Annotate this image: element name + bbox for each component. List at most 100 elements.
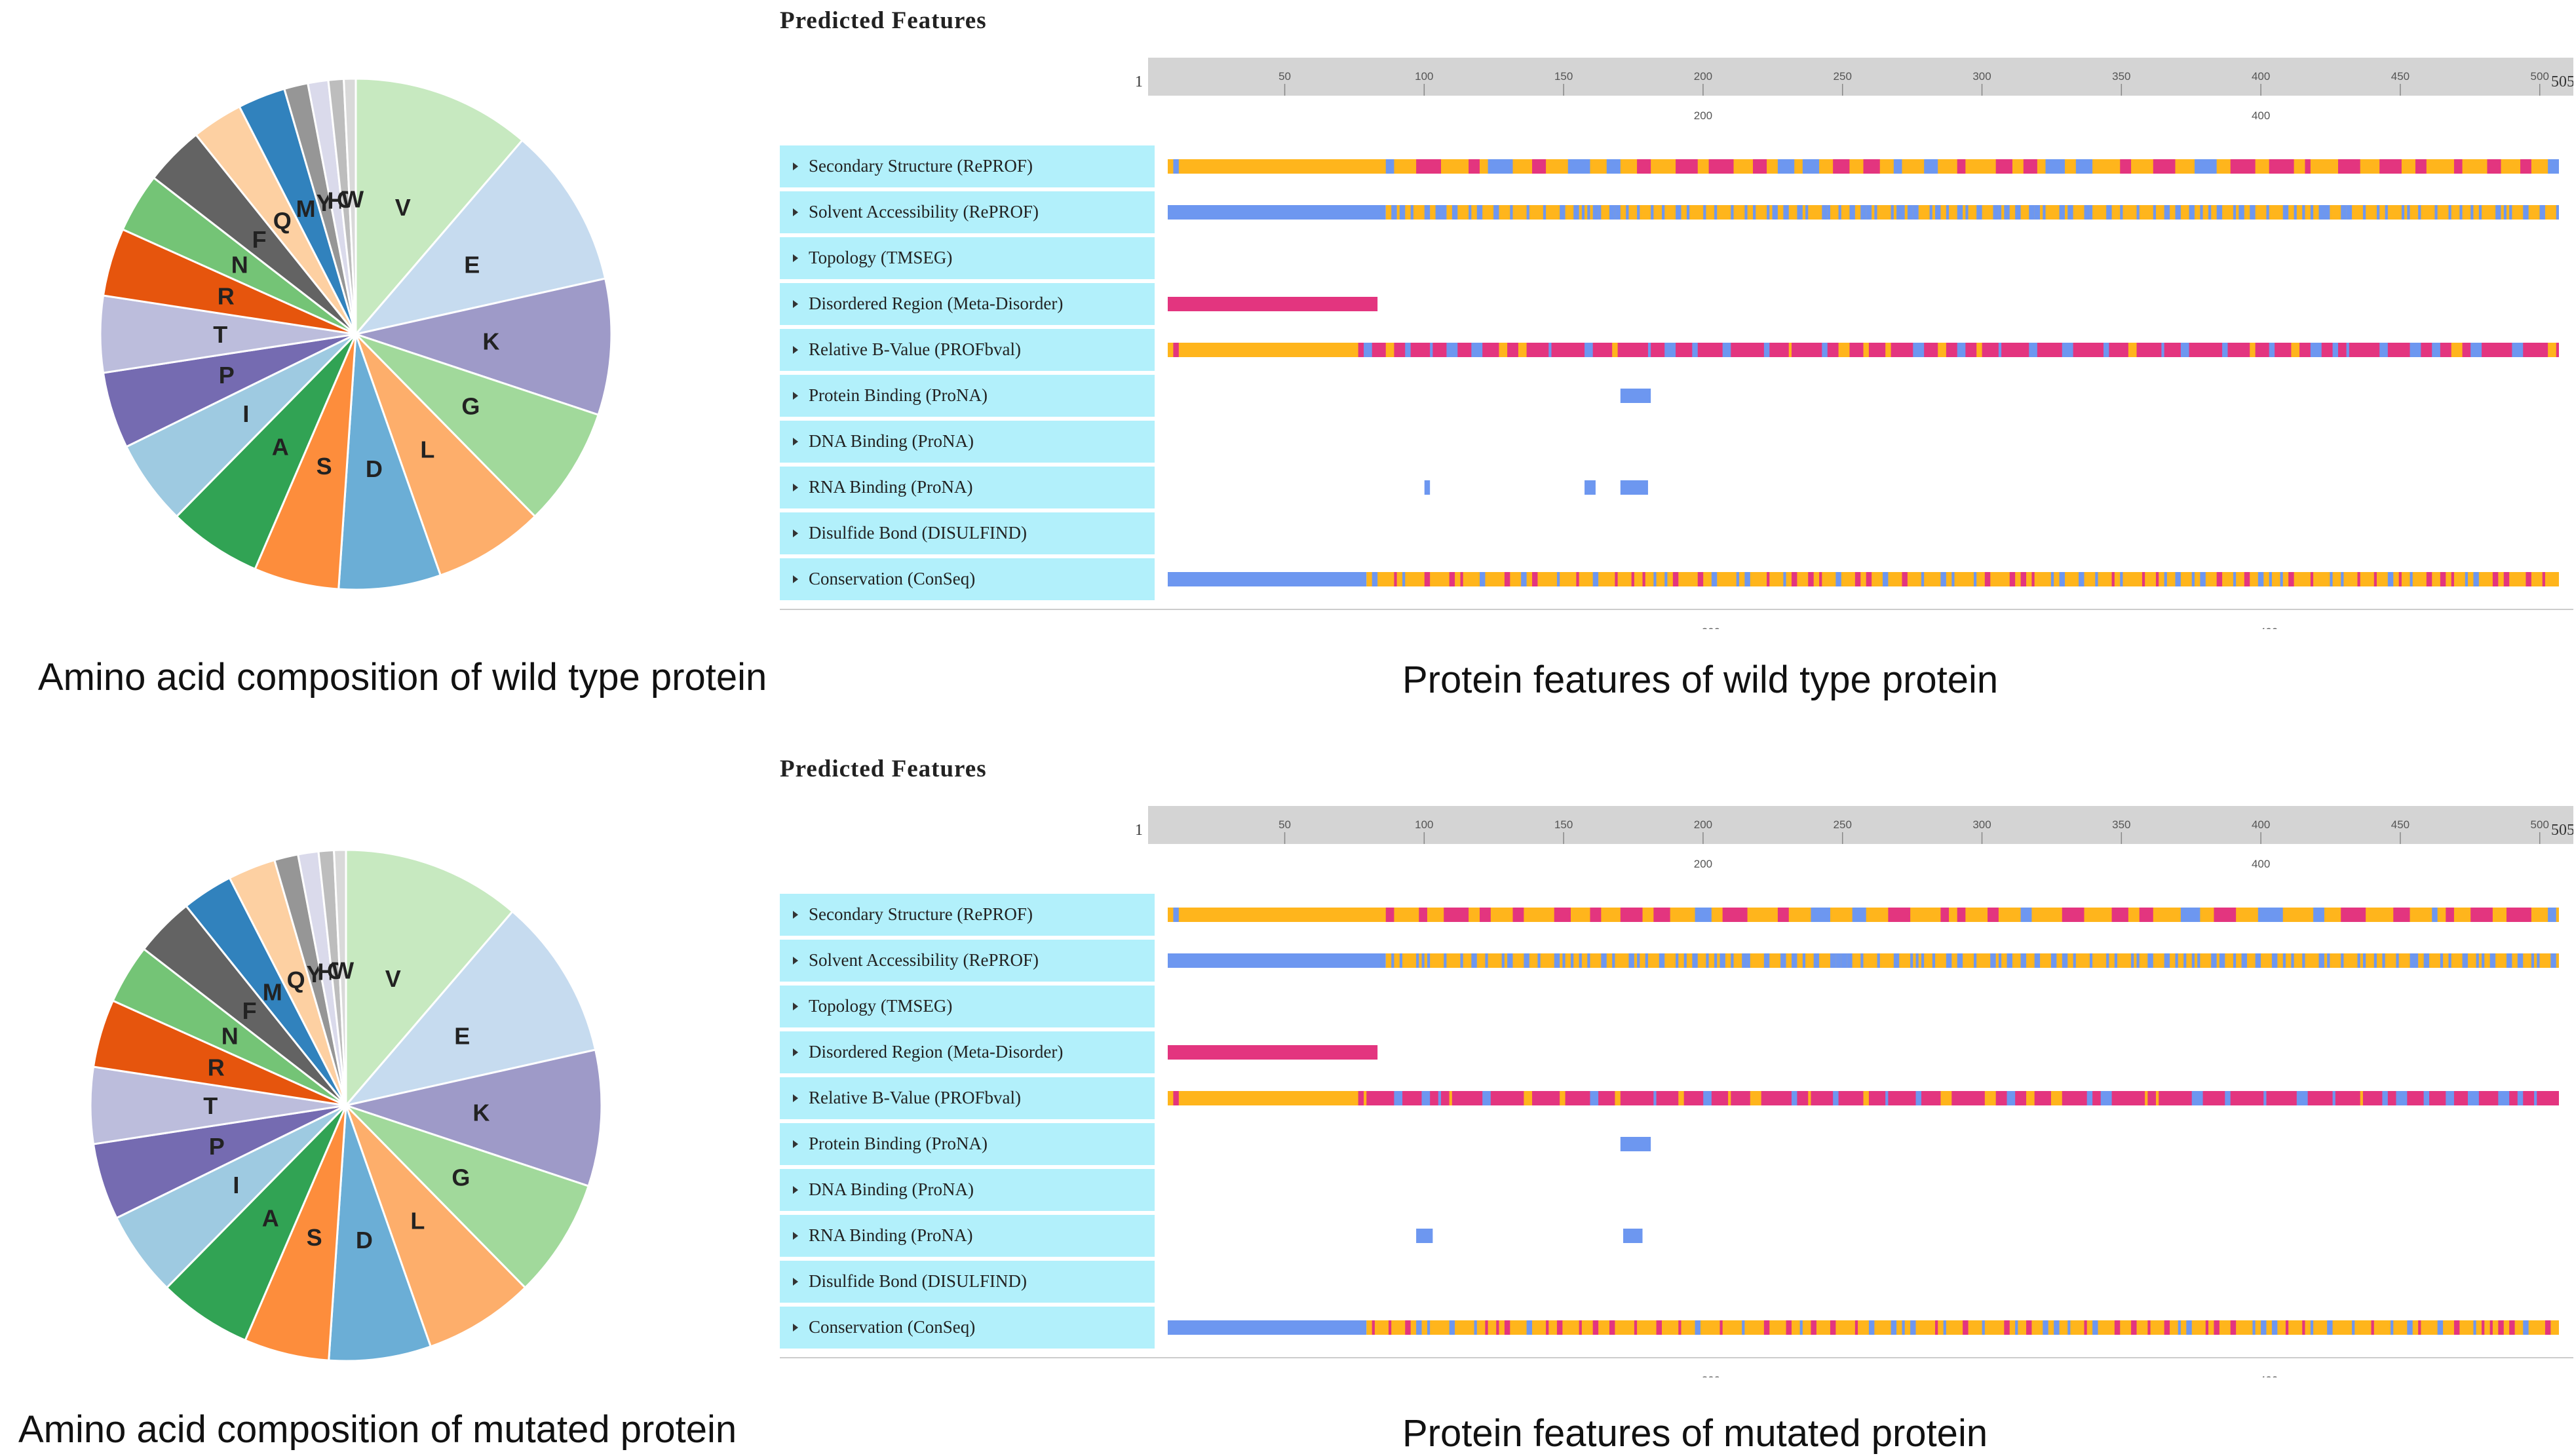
track-row: Relative B-Value (PROFbval) — [780, 1077, 2559, 1119]
track-segment — [1476, 205, 1483, 220]
track-label-bg — [780, 1169, 1155, 1211]
track-segment — [1471, 343, 1483, 357]
track-segment — [2089, 205, 2093, 220]
expand-triangle-icon[interactable] — [793, 1232, 798, 1240]
track-segment — [2548, 908, 2556, 922]
expand-triangle-icon[interactable] — [793, 208, 798, 216]
track-label: DNA Binding (ProNA) — [809, 431, 974, 451]
track-segment — [2446, 908, 2454, 922]
track-segment — [2280, 572, 2283, 586]
track-segment — [2111, 908, 2128, 922]
track-segment — [2476, 953, 2479, 968]
track-segment — [1562, 953, 1566, 968]
track-segment — [2352, 1320, 2355, 1335]
track-row: Disordered Region (Meta-Disorder) — [780, 1031, 1378, 1073]
pie-label-W: W — [332, 957, 354, 984]
expand-triangle-icon[interactable] — [793, 300, 798, 308]
track-label-bg — [780, 329, 1155, 371]
track-segment — [2020, 572, 2027, 586]
track-segment — [2241, 953, 2248, 968]
expand-triangle-icon[interactable] — [793, 254, 798, 262]
expand-triangle-icon[interactable] — [793, 484, 798, 491]
expand-triangle-icon[interactable] — [793, 346, 798, 354]
track-segment — [1921, 572, 1925, 586]
expand-triangle-icon[interactable] — [793, 438, 798, 446]
track-segment — [1451, 205, 1458, 220]
track-segment — [2407, 205, 2410, 220]
track-segment — [1526, 205, 1529, 220]
track-segment — [2004, 205, 2010, 220]
track-segment — [1499, 343, 1508, 357]
track-segment — [2396, 953, 2399, 968]
track-segment — [1686, 205, 1690, 220]
bottom-tick-label: 200 — [1702, 1374, 1720, 1377]
track-segment — [1585, 343, 1593, 357]
expand-triangle-icon[interactable] — [793, 575, 798, 583]
track-segment — [2357, 572, 2360, 586]
track-segment — [2432, 908, 2438, 922]
pie-slice-L — [345, 1104, 527, 1348]
track-segment — [1168, 343, 1358, 357]
track-segment — [1615, 1091, 1621, 1105]
track-label-bg — [780, 940, 1155, 982]
track-segment — [1835, 953, 1841, 968]
track-segment — [1587, 953, 1590, 968]
track-segment — [2291, 343, 2300, 357]
track-segment — [2004, 1320, 2010, 1335]
expand-triangle-icon[interactable] — [793, 1003, 798, 1010]
track-segment — [1537, 953, 1541, 968]
track-segment — [1963, 1320, 1969, 1335]
track-segment — [1808, 572, 1814, 586]
track-segment — [1485, 1320, 1488, 1335]
pie-label-N: N — [231, 252, 248, 278]
track-segment — [2462, 953, 2468, 968]
track-segment — [1168, 205, 1386, 220]
expand-triangle-icon[interactable] — [793, 957, 798, 965]
track-segment — [2324, 205, 2330, 220]
expand-triangle-icon[interactable] — [793, 1324, 798, 1331]
track-segment — [1612, 953, 1615, 968]
track-segment — [1902, 572, 1908, 586]
expand-triangle-icon[interactable] — [793, 1186, 798, 1194]
expand-triangle-icon[interactable] — [793, 1140, 798, 1148]
track-label: Topology (TMSEG) — [809, 996, 952, 1016]
track-segment — [1419, 908, 1427, 922]
expand-triangle-icon[interactable] — [793, 1278, 798, 1286]
track-segment — [2164, 205, 2170, 220]
track-segment — [1819, 572, 1822, 586]
track-segment — [2075, 159, 2093, 174]
expand-triangle-icon[interactable] — [793, 911, 798, 919]
track-row: Disulfide Bond (DISULFIND) — [780, 512, 1155, 554]
track-label-bg — [780, 191, 1155, 233]
ruler-tick-label: 500 — [2531, 70, 2549, 83]
track-label: Disordered Region (Meta-Disorder) — [809, 1042, 1063, 1062]
track-segment — [2302, 953, 2305, 968]
bottom-tick-label: 200 — [1702, 626, 1720, 629]
track-segment — [2147, 1320, 2151, 1335]
expand-triangle-icon[interactable] — [793, 392, 798, 400]
track-segment — [1998, 953, 2002, 968]
track-segment — [1645, 953, 1648, 968]
expand-triangle-icon[interactable] — [793, 1094, 798, 1102]
track-segment — [1676, 205, 1681, 220]
track-segment — [2216, 205, 2223, 220]
track-segment — [1763, 343, 1770, 357]
ruler-tick-label: 50 — [1278, 818, 1291, 831]
track-segment — [1449, 1091, 1452, 1105]
track-segment — [2465, 572, 2468, 586]
track-segment — [2346, 205, 2353, 220]
track-segment — [2219, 953, 2225, 968]
track-segment — [1501, 953, 1505, 968]
track-segment — [2214, 1320, 2219, 1335]
expand-triangle-icon[interactable] — [793, 529, 798, 537]
track-segment — [2451, 572, 2454, 586]
track-segment — [2054, 1320, 2060, 1335]
track-segment — [1372, 572, 1378, 586]
track-segment — [1601, 953, 1607, 968]
expand-triangle-icon[interactable] — [793, 163, 798, 170]
track-segment — [1676, 159, 1698, 174]
pie-slice-W — [332, 849, 347, 1106]
track-segment — [2153, 159, 2176, 174]
track-segment — [2233, 205, 2237, 220]
expand-triangle-icon[interactable] — [793, 1048, 798, 1056]
